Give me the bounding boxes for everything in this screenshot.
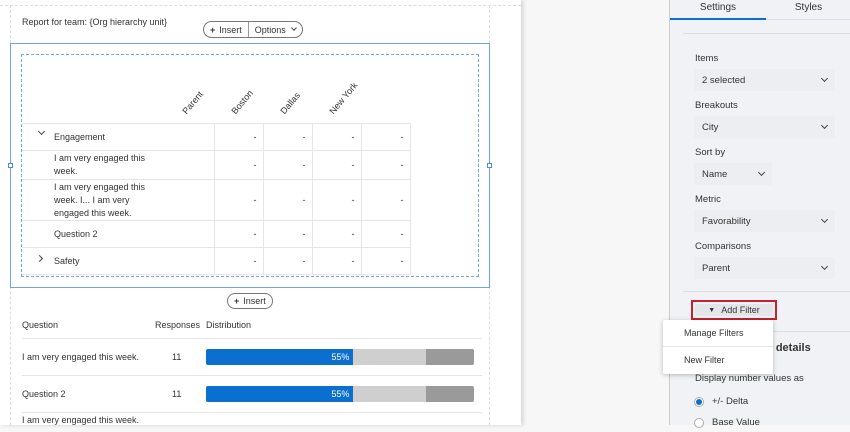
neutral-segment [353,349,426,365]
radio-base-value[interactable]: Base Value [694,417,760,428]
table-row: Question 2 ---- [22,220,411,248]
filter-menu: Manage Filters New Filter [663,320,773,374]
add-filter-button[interactable]: ▼ Add Filter [695,304,773,316]
chevron-down-icon [820,262,829,271]
plus-icon: + [234,296,240,306]
responses-header: Responses [155,320,201,330]
radio-delta[interactable]: +/- Delta [694,396,748,407]
table-container [21,54,479,277]
chevron-right-icon[interactable] [35,254,44,263]
distribution-row: I am very engaged this week. [22,412,482,432]
items-dropdown[interactable]: 2 selected [694,69,835,91]
divider [683,291,850,292]
divider [683,33,850,34]
breakouts-dropdown[interactable]: City [694,116,835,138]
menu-item-new-filter[interactable]: New Filter [684,355,725,365]
section-title: ta details [763,342,811,354]
distribution-row: I am very engaged this week. 11 [22,338,482,375]
resize-handle-right[interactable] [487,163,492,168]
neutral-segment [353,386,426,402]
radio-checked-icon [694,396,704,407]
plus-icon: + [210,24,216,35]
sort-by-dropdown[interactable]: Name [694,163,772,185]
distribution-bar: 55% [206,386,474,402]
breakouts-label: Breakouts [695,100,738,111]
insert-button[interactable]: + Insert [204,22,249,37]
report-canvas: Report for team: {Org hierarchy unit} + I… [0,5,521,425]
breakout-table: Engagement ---- I am very engaged this w… [22,123,411,275]
items-label: Items [695,53,719,64]
distribution-row: Question 2 11 [22,375,482,412]
radio-unchecked-icon [694,417,704,428]
unfavorable-segment [425,349,474,365]
display-values-label: Display number values as [695,373,804,384]
filter-icon: ▼ [708,306,716,314]
table-row[interactable]: Safety ---- [22,247,411,275]
page-divider [0,5,521,6]
options-button[interactable]: Options [249,22,302,37]
add-filter-highlight: ▼ Add Filter [691,300,777,320]
report-title: Report for team: {Org hierarchy unit} [22,17,168,27]
distribution-header: Distribution [206,320,252,330]
table-row: I am very engaged this week. I... I am v… [22,179,411,221]
chevron-down-icon [820,121,829,130]
menu-item-manage-filters[interactable]: Manage Filters [663,320,773,347]
insert-options-control: + Insert Options [203,21,303,38]
unfavorable-segment [425,386,474,402]
insert-button[interactable]: + Insert [227,293,273,309]
chevron-down-icon [290,25,297,31]
metric-dropdown[interactable]: Favorability [694,210,835,232]
table-row: I am very engaged this week. ---- [22,150,411,180]
sort-by-label: Sort by [695,147,726,158]
favorable-segment: 55% [206,349,354,365]
question-header: Question [22,320,59,330]
comparisons-label: Comparisons [695,241,751,252]
distribution-bar: 55% [206,349,474,365]
metric-label: Metric [695,194,721,205]
tab-styles[interactable]: Styles [766,0,850,20]
tab-settings[interactable]: Settings [670,0,766,20]
chevron-down-icon [820,74,829,83]
chevron-down-icon [757,168,766,177]
resize-handle-left[interactable] [8,163,13,168]
favorable-segment: 55% [206,386,354,402]
chevron-down-icon[interactable] [37,127,46,136]
comparisons-dropdown[interactable]: Parent [694,257,835,279]
table-row[interactable]: Engagement ---- [22,123,411,151]
chevron-down-icon [820,215,829,224]
